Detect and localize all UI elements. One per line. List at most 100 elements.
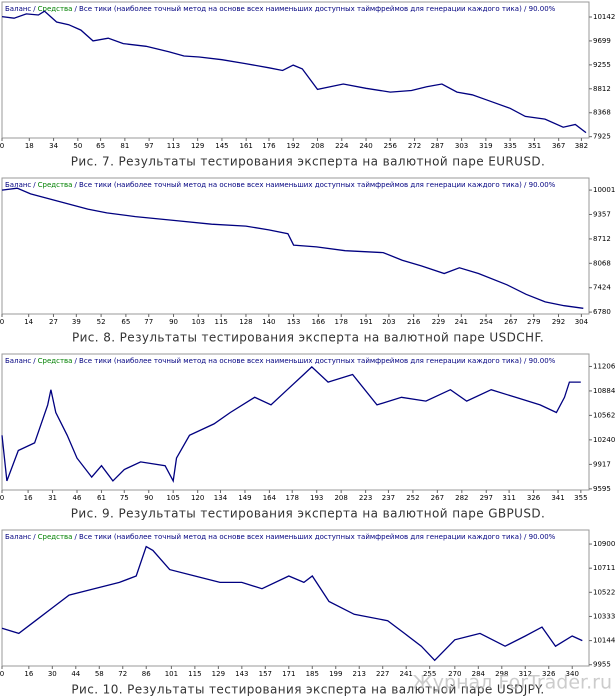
x-tick-label: 39 — [72, 318, 81, 326]
x-tick-label: 382 — [575, 142, 588, 150]
x-tick-label: 297 — [480, 494, 493, 502]
x-tick-label: 143 — [235, 670, 248, 678]
header-text: / Все тики (наиболее точный метод на осн… — [74, 533, 555, 541]
x-tick-label: 77 — [144, 318, 153, 326]
y-tick-label: 10333 — [593, 612, 615, 620]
y-tick-label: 9595 — [593, 485, 611, 493]
x-tick-label: 270 — [448, 670, 461, 678]
x-tick-label: 171 — [282, 670, 295, 678]
x-tick-label: 0 — [0, 142, 4, 150]
x-tick-label: 44 — [71, 670, 80, 678]
x-tick-label: 101 — [165, 670, 178, 678]
x-tick-label: 292 — [552, 318, 565, 326]
x-tick-label: 27 — [49, 318, 58, 326]
x-tick-label: 58 — [95, 670, 104, 678]
separator: / — [33, 5, 36, 13]
caption: Рис. 10. Результаты тестирования эксперт… — [71, 683, 544, 697]
x-tick-label: 311 — [502, 494, 515, 502]
x-tick-label: 157 — [259, 670, 272, 678]
x-tick-label: 134 — [214, 494, 228, 502]
x-tick-label: 208 — [311, 142, 324, 150]
x-tick-label: 255 — [423, 670, 436, 678]
x-tick-label: 0 — [0, 494, 4, 502]
legend-entry: Средства — [38, 533, 73, 541]
x-tick-label: 303 — [455, 142, 468, 150]
legend-entry: Средства — [38, 357, 73, 365]
balance-line — [1, 366, 581, 483]
x-tick-label: 178 — [286, 494, 299, 502]
balance-line — [1, 187, 584, 309]
x-tick-label: 272 — [408, 142, 421, 150]
x-tick-label: 208 — [334, 494, 347, 502]
x-tick-label: 254 — [479, 318, 493, 326]
x-tick-label: 140 — [262, 318, 275, 326]
y-tick-label: 9255 — [593, 61, 611, 69]
x-tick-label: 351 — [528, 142, 541, 150]
x-tick-label: 282 — [455, 494, 468, 502]
y-tick-label: 9357 — [593, 210, 611, 218]
x-tick-label: 287 — [431, 142, 444, 150]
legend-entry: Баланс — [5, 181, 31, 189]
x-tick-label: 193 — [310, 494, 323, 502]
x-tick-label: 72 — [118, 670, 127, 678]
x-tick-label: 90 — [144, 494, 153, 502]
x-tick-label: 312 — [519, 670, 532, 678]
header-text: / Все тики (наиболее точный метод на осн… — [74, 357, 555, 365]
plot-frame — [1, 529, 590, 667]
x-tick-label: 18 — [25, 142, 34, 150]
x-tick-label: 326 — [527, 494, 541, 502]
x-tick-label: 240 — [359, 142, 372, 150]
caption: Рис. 8. Результаты тестирования эксперта… — [72, 331, 544, 345]
x-tick-label: 224 — [335, 142, 349, 150]
x-tick-label: 223 — [359, 494, 372, 502]
x-tick-label: 65 — [121, 318, 130, 326]
plot-frame — [1, 177, 590, 315]
y-tick-label: 9955 — [593, 661, 611, 669]
y-tick-label: 8368 — [593, 109, 611, 117]
legend-entry: Баланс — [5, 357, 31, 365]
y-tick-label: 9699 — [593, 37, 611, 45]
x-tick-label: 340 — [566, 670, 579, 678]
y-tick-label: 10900 — [593, 540, 615, 548]
header-text: / Все тики (наиболее точный метод на осн… — [74, 5, 555, 13]
x-tick-label: 237 — [382, 494, 395, 502]
x-tick-label: 199 — [329, 670, 342, 678]
plot-frame — [1, 353, 590, 491]
caption: Рис. 9. Результаты тестирования эксперта… — [71, 507, 546, 521]
y-tick-label: 7424 — [593, 284, 611, 292]
y-tick-label: 9917 — [593, 460, 611, 468]
x-tick-label: 16 — [24, 670, 33, 678]
x-tick-label: 30 — [48, 670, 57, 678]
balance-line — [1, 10, 587, 134]
y-tick-label: 8712 — [593, 235, 611, 243]
x-tick-label: 113 — [167, 142, 180, 150]
x-tick-label: 0 — [0, 670, 4, 678]
x-tick-label: 145 — [215, 142, 228, 150]
x-tick-label: 341 — [551, 494, 564, 502]
y-tick-label: 10144 — [593, 637, 616, 645]
x-tick-label: 52 — [97, 318, 106, 326]
balance-line — [1, 545, 583, 662]
x-tick-label: 90 — [169, 318, 178, 326]
x-tick-label: 31 — [48, 494, 57, 502]
x-tick-label: 103 — [192, 318, 205, 326]
y-tick-label: 11206 — [593, 362, 616, 370]
x-tick-label: 149 — [238, 494, 251, 502]
x-tick-label: 128 — [239, 318, 252, 326]
y-tick-label: 10884 — [593, 387, 616, 395]
plot-frame — [1, 1, 590, 139]
x-tick-label: 164 — [263, 494, 277, 502]
x-tick-label: 267 — [431, 494, 444, 502]
y-tick-label: 10240 — [593, 436, 615, 444]
x-tick-label: 166 — [312, 318, 326, 326]
x-tick-label: 65 — [96, 142, 105, 150]
chart-header: Баланс / Средства / Все тики (наиболее точн… — [5, 357, 556, 365]
x-tick-label: 120 — [191, 494, 204, 502]
x-tick-label: 256 — [384, 142, 398, 150]
x-tick-label: 319 — [479, 142, 492, 150]
x-tick-label: 203 — [382, 318, 395, 326]
y-tick-label: 8068 — [593, 259, 611, 267]
x-tick-label: 129 — [212, 670, 225, 678]
chart-header: Баланс / Средства / Все тики (наиболее точн… — [5, 181, 556, 189]
x-tick-label: 216 — [407, 318, 421, 326]
